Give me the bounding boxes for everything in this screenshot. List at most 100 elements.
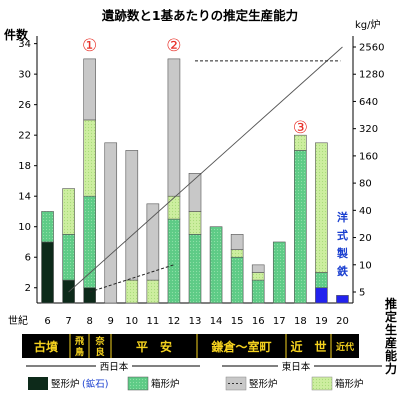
x-tick-label: 9 bbox=[108, 316, 114, 327]
bar-east-box bbox=[83, 119, 96, 197]
legend-label-east-box: 箱形炉 bbox=[335, 378, 364, 390]
bar-east-box bbox=[125, 279, 139, 304]
bar-west-box bbox=[315, 272, 328, 289]
x-tick-label: 20 bbox=[336, 316, 349, 327]
bar-east-vertical bbox=[104, 142, 118, 304]
left-tick-label: 10 bbox=[18, 222, 31, 233]
period-label-bottom: 鳥 bbox=[75, 346, 84, 358]
left-tick-label: 22 bbox=[18, 131, 31, 142]
right-axis-label-char: 推 bbox=[385, 296, 397, 311]
x-tick-label: 16 bbox=[252, 316, 265, 327]
x-tick-label: 15 bbox=[231, 316, 244, 327]
legend-swatch-west-vertical bbox=[28, 377, 48, 390]
x-tick-label: 14 bbox=[210, 316, 223, 327]
right-tick-label: 2560 bbox=[359, 43, 384, 54]
bar-east-box bbox=[167, 195, 181, 220]
bar-east-box bbox=[294, 134, 307, 151]
x-tick-label: 18 bbox=[294, 316, 307, 327]
bar-east-vertical bbox=[167, 58, 181, 197]
bar-west-box bbox=[83, 195, 96, 289]
axis-ticks: 2610141822263034510204080160320640128025… bbox=[18, 39, 384, 327]
right-tick-label: 5 bbox=[359, 288, 365, 299]
bar-west-box bbox=[251, 279, 265, 304]
legend-label-west-vertical: 竪形炉 bbox=[51, 378, 80, 390]
legend-swatch-east-box bbox=[311, 376, 333, 391]
period-label: 平 安 bbox=[136, 339, 172, 354]
bar-east-vertical bbox=[188, 173, 202, 212]
x-tick-label: 19 bbox=[315, 316, 328, 327]
x-tick-label: 17 bbox=[273, 316, 286, 327]
right-tick-label: 40 bbox=[359, 206, 372, 217]
right-axis-label-char: 能 bbox=[385, 348, 397, 363]
x-tick-label: 11 bbox=[146, 316, 159, 327]
legend-label-ore: (鉱石) bbox=[82, 378, 108, 390]
legend-east-label: 東日本 bbox=[282, 361, 311, 373]
bar-west-box bbox=[209, 226, 223, 304]
bar-west-vertical bbox=[83, 287, 96, 304]
bar-east-vertical bbox=[125, 150, 139, 281]
right-axis-label-char: 生 bbox=[385, 322, 397, 337]
period-label-top: 飛 bbox=[74, 336, 84, 347]
annotation-western-iron-char: 洋 bbox=[337, 210, 348, 224]
annotation-western-iron-char: 鉄 bbox=[337, 264, 349, 278]
bar-east-box bbox=[230, 249, 244, 258]
bar-east-box bbox=[146, 279, 160, 304]
period-band-background bbox=[22, 334, 359, 358]
legend-swatch-west-box bbox=[127, 376, 149, 391]
right-axis-label-char: 定 bbox=[385, 309, 397, 324]
bar-east-vertical bbox=[83, 58, 96, 121]
bar-west-box bbox=[188, 234, 202, 304]
x-tick-label: 7 bbox=[65, 316, 71, 327]
right-tick-label: 320 bbox=[359, 124, 378, 135]
legend-label-west-box: 箱形炉 bbox=[151, 378, 180, 390]
left-tick-label: 6 bbox=[25, 253, 31, 264]
annotation-circle-number: ② bbox=[166, 36, 181, 56]
right-tick-label: 10 bbox=[359, 260, 372, 271]
bar-western-iron bbox=[315, 287, 328, 304]
right-tick-label: 80 bbox=[359, 179, 372, 190]
bar-east-vertical bbox=[146, 203, 160, 281]
bar-east-vertical bbox=[230, 234, 244, 250]
bar-west-box bbox=[230, 256, 244, 304]
period-label-top: 奈 bbox=[94, 335, 105, 347]
left-tick-label: 30 bbox=[18, 70, 31, 81]
x-tick-label: 12 bbox=[168, 316, 181, 327]
bar-east-box bbox=[315, 142, 328, 273]
x-axis-label: 世紀 bbox=[8, 314, 28, 327]
bar-west-box bbox=[294, 150, 307, 304]
bar-west-box bbox=[62, 234, 75, 281]
right-axis-label-char: 産 bbox=[385, 335, 397, 350]
x-tick-label: 13 bbox=[189, 316, 202, 327]
left-tick-label: 18 bbox=[18, 161, 31, 172]
left-tick-label: 26 bbox=[18, 100, 31, 111]
legend-west-label: 西日本 bbox=[100, 361, 129, 373]
annotation-circle-number: ③ bbox=[293, 118, 308, 138]
bars bbox=[41, 58, 349, 304]
bar-west-vertical bbox=[41, 241, 54, 304]
x-tick-label: 6 bbox=[44, 316, 50, 327]
annotation-western-iron-char: 式 bbox=[337, 228, 348, 242]
legend-label-east-vertical: 竪形炉 bbox=[249, 378, 278, 390]
bar-west-box bbox=[272, 241, 286, 304]
right-axis-unit: kg/炉 bbox=[355, 19, 381, 31]
period-label: 近代 bbox=[336, 341, 354, 353]
right-tick-label: 1280 bbox=[359, 70, 384, 81]
right-tick-label: 20 bbox=[359, 233, 372, 244]
capacity-lines bbox=[68, 46, 343, 293]
right-axis-label-char: 力 bbox=[385, 361, 397, 376]
left-axis-label: 件数 bbox=[4, 27, 29, 42]
chart-title: 遺跡数と1基あたりの推定生産能力 bbox=[101, 8, 298, 23]
bar-west-box bbox=[167, 218, 181, 304]
capacity-trend-line bbox=[68, 46, 343, 293]
annotation-western-iron-char: 製 bbox=[336, 246, 349, 260]
left-tick-label: 14 bbox=[18, 192, 31, 203]
x-tick-label: 10 bbox=[125, 316, 138, 327]
bar-east-box bbox=[251, 272, 265, 281]
right-axis-label: 推定生産能力 bbox=[385, 296, 397, 376]
bar-east-box bbox=[188, 211, 202, 235]
period-band: 古墳 飛鳥奈良 平 安 鎌倉～室町 近 世近代 bbox=[22, 334, 359, 358]
left-tick-label: 34 bbox=[18, 39, 31, 50]
period-label: 近 世 bbox=[290, 339, 326, 354]
